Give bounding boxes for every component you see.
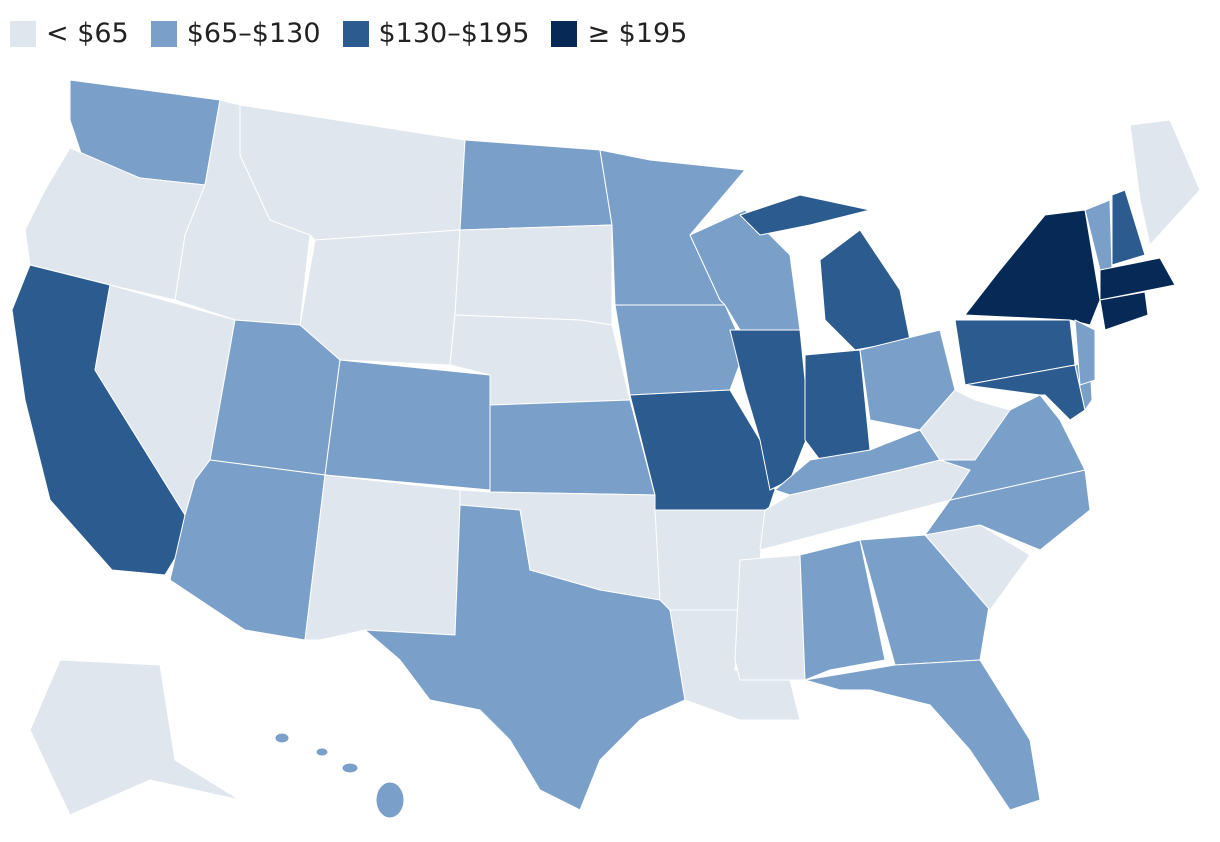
legend-swatch bbox=[342, 20, 369, 47]
state bbox=[459, 139, 613, 231]
state bbox=[169, 459, 326, 641]
state bbox=[1111, 189, 1146, 266]
state bbox=[304, 474, 461, 641]
legend-item: < $65 bbox=[10, 18, 129, 49]
state bbox=[29, 659, 241, 816]
state bbox=[919, 389, 1011, 461]
state bbox=[734, 554, 806, 681]
state bbox=[1129, 119, 1201, 246]
state bbox=[1074, 319, 1096, 386]
state bbox=[299, 229, 461, 366]
legend-item: ≥ $195 bbox=[551, 18, 687, 49]
state bbox=[274, 732, 290, 744]
state bbox=[729, 329, 811, 491]
legend-label: < $65 bbox=[46, 18, 129, 49]
state bbox=[739, 194, 871, 236]
state bbox=[315, 747, 329, 757]
state bbox=[804, 659, 1041, 811]
legend-label: $130–$195 bbox=[378, 18, 530, 49]
legend-item: $130–$195 bbox=[342, 18, 530, 49]
state bbox=[489, 399, 656, 496]
states bbox=[11, 79, 1201, 819]
state bbox=[1099, 291, 1149, 331]
state bbox=[964, 209, 1101, 326]
state bbox=[24, 147, 206, 301]
state bbox=[239, 104, 466, 241]
legend: < $65 $65–$130 $130–$195 ≥ $195 bbox=[10, 18, 687, 49]
state bbox=[324, 359, 491, 491]
state bbox=[799, 539, 886, 681]
legend-swatch bbox=[551, 20, 578, 47]
legend-item: $65–$130 bbox=[150, 18, 321, 49]
legend-label: ≥ $195 bbox=[587, 18, 688, 49]
state bbox=[375, 781, 405, 819]
state bbox=[614, 304, 746, 396]
state bbox=[629, 389, 776, 521]
state bbox=[819, 229, 911, 351]
legend-label: $65–$130 bbox=[186, 18, 321, 49]
state bbox=[364, 504, 686, 811]
state bbox=[804, 349, 871, 461]
legend-swatch bbox=[150, 20, 177, 47]
state bbox=[454, 224, 613, 326]
legend-swatch bbox=[10, 20, 36, 47]
state bbox=[341, 762, 359, 774]
state bbox=[1099, 257, 1176, 301]
